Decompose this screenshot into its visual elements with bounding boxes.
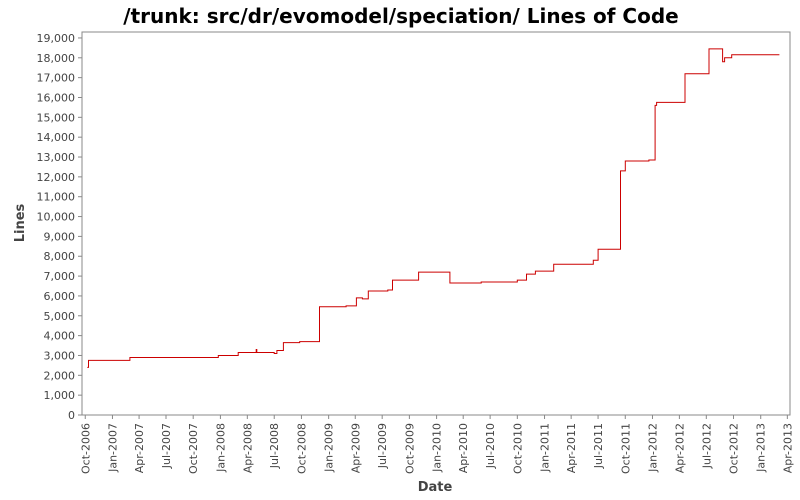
y-axis-label: Lines: [13, 203, 28, 242]
y-tick-label: 8,000: [44, 250, 76, 263]
x-tick-label: Jul-2007: [160, 423, 173, 469]
x-tick-label: Apr-2013: [781, 423, 794, 473]
x-tick-label: Apr-2008: [241, 423, 254, 473]
x-tick-label: Jan-2010: [431, 423, 444, 473]
x-tick-label: Jul-2011: [592, 423, 605, 469]
y-tick-label: 14,000: [37, 131, 76, 144]
y-tick-label: 7,000: [44, 270, 76, 283]
y-tick-label: 12,000: [37, 171, 76, 184]
x-tick-label: Oct-2010: [511, 423, 524, 474]
x-tick-label: Jul-2012: [700, 423, 713, 469]
y-tick-label: 17,000: [37, 72, 76, 85]
x-axis-label: Date: [418, 480, 453, 495]
x-tick-label: Apr-2009: [349, 423, 362, 473]
y-tick-label: 1,000: [44, 389, 76, 402]
y-tick-label: 4,000: [44, 330, 76, 343]
y-tick-label: 13,000: [37, 151, 76, 164]
x-tick-label: Jul-2008: [268, 423, 281, 469]
x-tick-label: Oct-2011: [619, 423, 632, 474]
y-tick-label: 10,000: [37, 211, 76, 224]
y-tick-label: 9,000: [44, 230, 76, 243]
y-tick-label: 15,000: [37, 111, 76, 124]
x-tick-label: Jul-2010: [484, 423, 497, 469]
x-tick-label: Apr-2010: [457, 423, 470, 473]
chart-title: /trunk: src/dr/evomodel/speciation/ Line…: [123, 4, 678, 28]
x-tick-label: Oct-2007: [187, 423, 200, 474]
y-tick-label: 3,000: [44, 349, 76, 362]
x-axis: Oct-2006 Jan-2007 Apr-2007 Jul-2007 Oct-2007…: [79, 415, 794, 474]
x-tick-label: Apr-2012: [673, 423, 686, 473]
x-tick-label: Oct-2008: [295, 423, 308, 474]
y-tick-label: 2,000: [44, 369, 76, 382]
y-tick-label: 5,000: [44, 310, 76, 323]
y-tick-label: 0: [68, 409, 75, 422]
x-tick-label: Oct-2012: [728, 423, 741, 474]
y-axis: 0 1,000 2,000 3,000 4,000 5,000 6,000 7,000 8,00…: [37, 32, 82, 422]
x-tick-label: Jan-2008: [214, 423, 227, 473]
series-line: [87, 48, 780, 368]
x-tick-label: Jan-2009: [323, 423, 336, 473]
x-tick-label: Jul-2009: [376, 423, 389, 469]
y-tick-label: 16,000: [37, 91, 76, 104]
x-tick-label: Apr-2011: [565, 423, 578, 473]
y-tick-label: 19,000: [37, 32, 76, 45]
x-tick-label: Apr-2007: [133, 423, 146, 473]
x-tick-label: Oct-2009: [403, 423, 416, 474]
x-tick-label: Jan-2011: [539, 423, 552, 473]
x-tick-label: Jan-2013: [755, 423, 768, 473]
y-tick-label: 18,000: [37, 52, 76, 65]
y-tick-label: 11,000: [37, 191, 76, 204]
x-tick-label: Jan-2007: [106, 423, 119, 473]
plot-area: [81, 31, 791, 416]
x-tick-label: Oct-2006: [79, 423, 92, 474]
x-tick-label: Jan-2012: [646, 423, 659, 473]
y-tick-label: 6,000: [44, 290, 76, 303]
